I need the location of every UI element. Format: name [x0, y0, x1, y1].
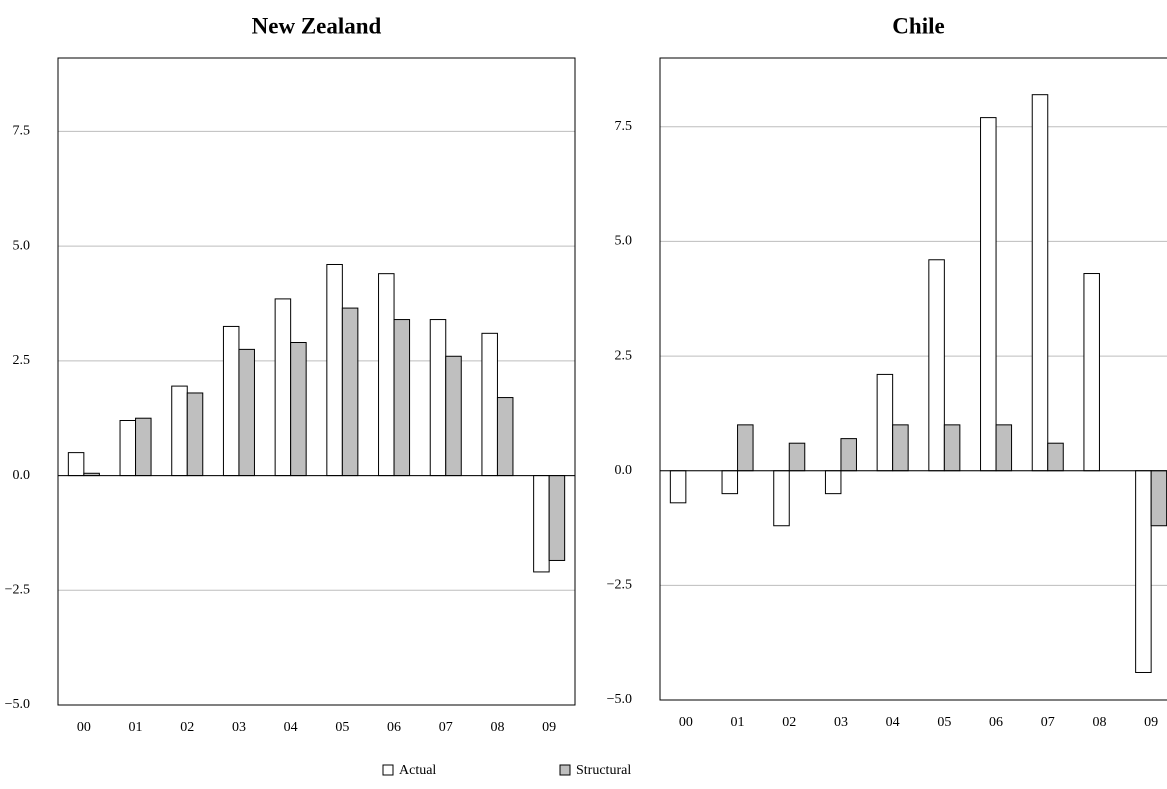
bar: [341, 307, 359, 477]
bar: [892, 424, 909, 472]
x-tick-label: 06: [387, 720, 401, 735]
x-tick-label: 09: [542, 720, 556, 735]
x-tick-label: 02: [180, 720, 194, 735]
bar: [548, 475, 566, 561]
x-tick-label: 00: [679, 715, 693, 730]
chart-title: Chile: [892, 13, 944, 38]
y-tick-label: 7.5: [13, 124, 31, 139]
x-tick-label: 04: [284, 720, 298, 735]
y-tick-label: −2.5: [5, 583, 30, 598]
bar: [876, 373, 894, 472]
bar: [186, 392, 204, 477]
x-tick-label: 06: [989, 715, 1003, 730]
legend-label: Structural: [576, 763, 631, 778]
bar: [773, 470, 790, 527]
bar: [496, 397, 514, 477]
bar: [481, 332, 498, 477]
bar: [393, 319, 411, 477]
bar: [1083, 273, 1100, 472]
x-tick-label: 01: [731, 715, 745, 730]
bar: [943, 424, 961, 472]
x-tick-label: 08: [1092, 715, 1106, 730]
x-tick-label: 08: [490, 720, 504, 735]
bar: [119, 420, 137, 477]
x-tick-label: 04: [886, 715, 900, 730]
y-tick-label: 0.0: [615, 463, 633, 478]
x-tick-label: 05: [937, 715, 951, 730]
bar-series: Structural: [737, 424, 1167, 527]
x-tick-label: 07: [439, 720, 453, 735]
x-tick-label: 00: [77, 720, 91, 735]
x-tick-label: 02: [782, 715, 796, 730]
y-tick-label: 2.5: [13, 353, 31, 368]
bar-series: Actual: [67, 263, 550, 573]
bar: [669, 470, 687, 504]
bar: [326, 263, 343, 477]
bar: [995, 424, 1013, 472]
y-tick-label: 5.0: [615, 234, 633, 249]
y-tick-label: −5.0: [607, 692, 632, 707]
x-tick-label: 03: [834, 715, 848, 730]
bar: [928, 259, 945, 472]
bar: [135, 417, 152, 477]
bar: [1135, 470, 1152, 673]
bar: [788, 442, 806, 472]
bar: [1150, 470, 1167, 527]
x-tick-label: 01: [129, 720, 143, 735]
bar-series: Structural: [83, 307, 566, 561]
bar: [840, 438, 857, 472]
bar: [378, 273, 395, 477]
y-tick-label: 5.0: [13, 238, 31, 253]
bar: [824, 470, 842, 495]
y-tick-label: −2.5: [607, 578, 632, 593]
bar: [171, 385, 188, 477]
legend-swatch: [382, 764, 394, 776]
bar: [238, 348, 255, 477]
y-tick-label: 7.5: [615, 119, 633, 134]
x-tick-label: 03: [232, 720, 246, 735]
chart-title: New Zealand: [252, 13, 382, 38]
bar: [290, 341, 307, 477]
plot-frame: [659, 57, 1167, 701]
bar: [1047, 442, 1064, 472]
bar: [737, 424, 754, 472]
bar: [274, 298, 292, 477]
legend-label: Actual: [399, 763, 436, 778]
bar: [1031, 94, 1049, 472]
plot-frame: [57, 57, 576, 706]
bar: [67, 452, 85, 477]
bar: [445, 355, 462, 477]
y-tick-label: −5.0: [5, 697, 30, 712]
bar: [533, 475, 550, 573]
y-tick-label: 0.0: [13, 468, 31, 483]
bar-series: Actual: [669, 94, 1152, 673]
bar: [721, 470, 739, 495]
legend-swatch: [559, 764, 571, 776]
bar: [222, 325, 240, 477]
bar: [980, 117, 997, 472]
y-tick-label: 2.5: [615, 348, 633, 363]
x-tick-label: 05: [335, 720, 349, 735]
x-tick-label: 09: [1144, 715, 1158, 730]
x-tick-label: 07: [1041, 715, 1055, 730]
bar: [429, 319, 447, 477]
